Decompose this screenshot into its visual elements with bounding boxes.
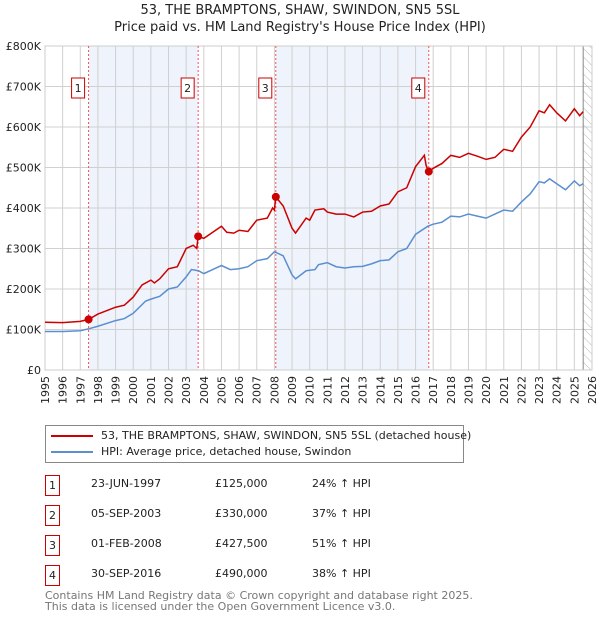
sale-marker-box: 3 (45, 535, 60, 556)
footer-line: This data is licensed under the Open Gov… (45, 600, 396, 613)
sale-date: 01-FEB-2008 (91, 537, 162, 550)
sale-label-box (180, 77, 195, 99)
x-tick-label: 2019 (462, 376, 475, 404)
sale-marker-box: 1 (45, 475, 60, 496)
footer-line: Contains HM Land Registry data © Crown c… (45, 589, 473, 602)
sale-price: £490,000 (215, 567, 268, 580)
x-tick-label: 1998 (92, 376, 105, 404)
x-tick-label: 2000 (127, 376, 140, 404)
x-tick-label: 2009 (286, 376, 299, 404)
legend-swatch-blue (51, 451, 93, 453)
y-tick-label: £700K (6, 81, 42, 94)
future-hatched-area (583, 46, 592, 370)
y-tick-label: £500K (6, 162, 42, 175)
hpi-series-line (45, 177, 584, 333)
sale-price: £125,000 (215, 477, 268, 490)
x-tick-label: 2025 (568, 376, 581, 404)
x-tick-label: 2001 (145, 376, 158, 404)
x-tick-label: 2018 (445, 376, 458, 404)
x-tick-label: 2022 (515, 376, 528, 404)
y-tick-label: £0 (27, 364, 41, 377)
x-tick-label: 2005 (215, 376, 228, 404)
sale-marker-box: 4 (45, 565, 60, 586)
sale-point (194, 232, 203, 241)
x-tick-label: 2008 (268, 376, 281, 404)
x-tick-label: 2021 (498, 376, 511, 404)
chart-title: 53, THE BRAMPTONS, SHAW, SWINDON, SN5 5S… (140, 3, 460, 18)
chart-subtitle: Price paid vs. HM Land Registry's House … (114, 20, 486, 35)
x-tick-label: 2010 (304, 376, 317, 404)
y-tick-label: £600K (6, 121, 42, 134)
x-tick-label: 2023 (533, 376, 546, 404)
legend: 53, THE BRAMPTONS, SHAW, SWINDON, SN5 5S… (45, 425, 471, 463)
y-tick-label: £200K (6, 283, 42, 296)
sale-label-box (71, 77, 86, 99)
y-tick-label: £400K (6, 202, 42, 215)
sale-label-box (258, 77, 273, 99)
x-tick-label: 2014 (374, 376, 387, 404)
x-tick-label: 2015 (392, 376, 405, 404)
x-tick-label: 2002 (163, 376, 176, 404)
x-tick-label: 2020 (480, 376, 493, 404)
sale-date: 30-SEP-2016 (91, 567, 162, 580)
x-tick-label: 2011 (321, 376, 334, 404)
legend-item-hpi: HPI: Average price, detached house, Swin… (46, 444, 463, 460)
sale-hpi: 24% ↑ HPI (312, 477, 371, 490)
x-tick-label: 2006 (233, 376, 246, 404)
x-tick-label: 2013 (357, 376, 370, 404)
legend-label: HPI: Average price, detached house, Swin… (101, 445, 352, 458)
footer: Contains HM Land Registry data © Crown c… (45, 590, 473, 612)
sale-label-box (411, 77, 426, 99)
legend-item-property: 53, THE BRAMPTONS, SHAW, SWINDON, SN5 5S… (46, 428, 471, 444)
x-tick-label: 2017 (427, 376, 440, 404)
sale-label: 2 (184, 82, 191, 95)
sale-marker-box: 2 (45, 505, 60, 526)
sale-point (271, 192, 280, 201)
sale-label: 4 (415, 82, 422, 95)
sale-hpi: 51% ↑ HPI (312, 537, 371, 550)
legend-swatch-red (51, 435, 93, 437)
x-tick-label: 2024 (551, 376, 564, 404)
sale-date: 23-JUN-1997 (91, 477, 162, 490)
sale-price: £330,000 (215, 507, 268, 520)
sale-point (424, 167, 433, 176)
y-tick-label: £800K (6, 40, 42, 53)
plot-border (44, 45, 593, 371)
x-tick-label: 2007 (251, 376, 264, 404)
y-tick-label: £100K (6, 324, 42, 337)
sale-label: 1 (75, 82, 82, 95)
sale-point (84, 315, 93, 324)
legend-label: 53, THE BRAMPTONS, SHAW, SWINDON, SN5 5S… (101, 429, 472, 442)
property-series-line (44, 103, 584, 324)
sale-hpi: 38% ↑ HPI (312, 567, 371, 580)
x-tick-label: 2003 (180, 376, 193, 404)
sale-hpi: 37% ↑ HPI (312, 507, 371, 520)
x-tick-label: 1995 (39, 376, 52, 404)
sale-price: £427,500 (215, 537, 268, 550)
x-tick-label: 2012 (339, 376, 352, 404)
y-tick-label: £300K (6, 243, 42, 256)
x-tick-label: 2004 (198, 376, 211, 404)
x-tick-label: 1999 (110, 376, 123, 404)
x-tick-label: 1997 (74, 376, 87, 404)
sale-label: 3 (262, 82, 269, 95)
line-chart: 1995 1996 1997 1998 1999 2000 2001 2002 2003 2004… (6, 40, 599, 404)
x-tick-label: 2016 (410, 376, 423, 404)
sale-date: 05-SEP-2003 (91, 507, 162, 520)
x-tick-label: 2026 (586, 376, 599, 404)
x-tick-label: 1996 (57, 376, 70, 404)
